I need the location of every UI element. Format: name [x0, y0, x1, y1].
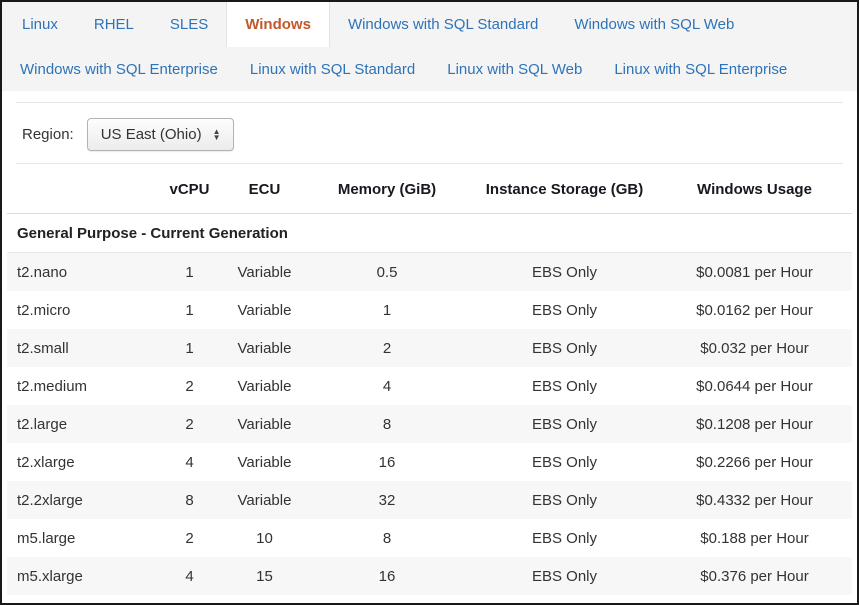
- cell-storage: EBS Only: [531, 377, 598, 395]
- cell-storage: EBS Only: [531, 491, 598, 509]
- table-row: m5.xlarge 4 15 16 EBS Only $0.376 per Ho…: [7, 557, 852, 595]
- cell-ecu: Variable: [237, 301, 292, 319]
- cell-memory: 32: [378, 491, 396, 509]
- cell-vcpu: 1: [185, 301, 194, 319]
- cell-memory: 0.5: [376, 263, 398, 281]
- cell-ecu: Variable: [237, 377, 292, 395]
- col-header-memory: Memory (GiB): [302, 166, 472, 214]
- cell-ecu: Variable: [237, 263, 292, 281]
- select-arrows-icon: ▲ ▼: [212, 126, 221, 142]
- cell-usage: $0.0162 per Hour: [696, 301, 813, 319]
- cell-usage: $0.0644 per Hour: [696, 377, 813, 395]
- cell-storage: EBS Only: [531, 529, 598, 547]
- tab-row-1: Linux RHEL SLES Windows Windows with SQL…: [2, 2, 857, 47]
- region-select-value: US East (Ohio): [100, 126, 202, 143]
- pricing-table: vCPU ECU Memory (GiB) Instance Storage (…: [7, 166, 852, 595]
- section-header-row: General Purpose - Current Generation: [7, 213, 852, 253]
- tab-windows[interactable]: Windows: [226, 2, 330, 47]
- cell-storage: EBS Only: [531, 453, 598, 471]
- cell-memory: 8: [382, 529, 392, 547]
- table-row: t2.nano 1 Variable 0.5 EBS Only $0.0081 …: [7, 252, 852, 291]
- tab-linux-sql-web[interactable]: Linux with SQL Web: [447, 60, 583, 78]
- tab-row-2: Windows with SQL Enterprise Linux with S…: [2, 47, 857, 91]
- cell-ecu: 15: [256, 567, 273, 585]
- col-header-vcpu: vCPU: [152, 166, 227, 214]
- cell-usage: $0.0081 per Hour: [696, 263, 813, 281]
- col-header-usage: Windows Usage: [657, 166, 852, 214]
- cell-memory: 2: [382, 339, 392, 357]
- cell-instance: t2.nano: [17, 263, 68, 281]
- cell-ecu: Variable: [237, 453, 292, 471]
- cell-ecu: Variable: [237, 339, 292, 357]
- cell-memory: 1: [382, 301, 392, 319]
- col-header-instance: [7, 166, 152, 214]
- cell-ecu: Variable: [237, 491, 292, 509]
- table-row: m5.large 2 10 8 EBS Only $0.188 per Hour: [7, 519, 852, 557]
- cell-memory: 8: [382, 415, 392, 433]
- cell-vcpu: 1: [185, 263, 194, 281]
- table-row: t2.xlarge 4 Variable 16 EBS Only $0.2266…: [7, 443, 852, 481]
- tab-linux-sql-standard[interactable]: Linux with SQL Standard: [249, 60, 416, 78]
- cell-vcpu: 2: [185, 377, 194, 395]
- region-label: Region:: [22, 126, 74, 143]
- divider-top: [16, 102, 843, 103]
- cell-instance: t2.large: [17, 415, 68, 433]
- os-tabbar: Linux RHEL SLES Windows Windows with SQL…: [2, 2, 857, 91]
- tab-linux-sql-enterprise[interactable]: Linux with SQL Enterprise: [614, 60, 788, 78]
- cell-memory: 4: [382, 377, 392, 395]
- cell-usage: $0.032 per Hour: [700, 339, 809, 357]
- cell-instance: m5.large: [17, 529, 76, 547]
- table-row: t2.medium 2 Variable 4 EBS Only $0.0644 …: [7, 367, 852, 405]
- cell-usage: $0.4332 per Hour: [696, 491, 813, 509]
- cell-memory: 16: [378, 567, 396, 585]
- cell-usage: $0.376 per Hour: [700, 567, 809, 585]
- region-selector-row: Region: US East (Ohio) ▲ ▼: [22, 117, 857, 152]
- cell-storage: EBS Only: [531, 263, 598, 281]
- tab-sles[interactable]: SLES: [169, 16, 209, 33]
- cell-instance: m5.xlarge: [17, 567, 83, 585]
- cell-vcpu: 4: [185, 453, 194, 471]
- section-title: General Purpose - Current Generation: [7, 213, 852, 253]
- table-row: t2.small 1 Variable 2 EBS Only $0.032 pe…: [7, 329, 852, 367]
- cell-memory: 16: [378, 453, 396, 471]
- cell-usage: $0.2266 per Hour: [696, 453, 813, 471]
- cell-vcpu: 2: [185, 415, 194, 433]
- divider-bottom: [16, 163, 843, 164]
- cell-usage: $0.188 per Hour: [700, 529, 809, 547]
- cell-usage: $0.1208 per Hour: [696, 415, 813, 433]
- arrow-down-icon: ▼: [212, 132, 221, 142]
- arrow-up-icon: ▲: [212, 126, 221, 136]
- cell-storage: EBS Only: [531, 339, 598, 357]
- cell-instance: t2.2xlarge: [17, 491, 83, 509]
- table-row: t2.micro 1 Variable 1 EBS Only $0.0162 p…: [7, 291, 852, 329]
- cell-instance: t2.medium: [17, 377, 88, 395]
- table-header-row: vCPU ECU Memory (GiB) Instance Storage (…: [7, 166, 852, 214]
- col-header-ecu: ECU: [227, 166, 302, 214]
- tab-rhel[interactable]: RHEL: [93, 16, 134, 33]
- table-row: t2.large 2 Variable 8 EBS Only $0.1208 p…: [7, 405, 852, 443]
- tab-windows-sql-web[interactable]: Windows with SQL Web: [574, 16, 735, 33]
- tab-windows-sql-enterprise[interactable]: Windows with SQL Enterprise: [20, 60, 218, 78]
- cell-ecu: 10: [256, 529, 273, 547]
- region-select[interactable]: US East (Ohio) ▲ ▼: [86, 118, 234, 151]
- cell-storage: EBS Only: [531, 301, 598, 319]
- cell-instance: t2.micro: [17, 301, 71, 319]
- cell-vcpu: 2: [185, 529, 194, 547]
- cell-ecu: Variable: [237, 415, 292, 433]
- table-row: t2.2xlarge 8 Variable 32 EBS Only $0.433…: [7, 481, 852, 519]
- cell-vcpu: 4: [185, 567, 194, 585]
- tab-windows-sql-standard[interactable]: Windows with SQL Standard: [347, 16, 539, 33]
- cell-storage: EBS Only: [531, 415, 598, 433]
- cell-vcpu: 8: [185, 491, 194, 509]
- cell-instance: t2.small: [17, 339, 69, 357]
- cell-vcpu: 1: [185, 339, 194, 357]
- cell-instance: t2.xlarge: [17, 453, 75, 471]
- tab-linux[interactable]: Linux: [22, 16, 58, 33]
- cell-storage: EBS Only: [531, 567, 598, 585]
- col-header-storage: Instance Storage (GB): [472, 166, 657, 214]
